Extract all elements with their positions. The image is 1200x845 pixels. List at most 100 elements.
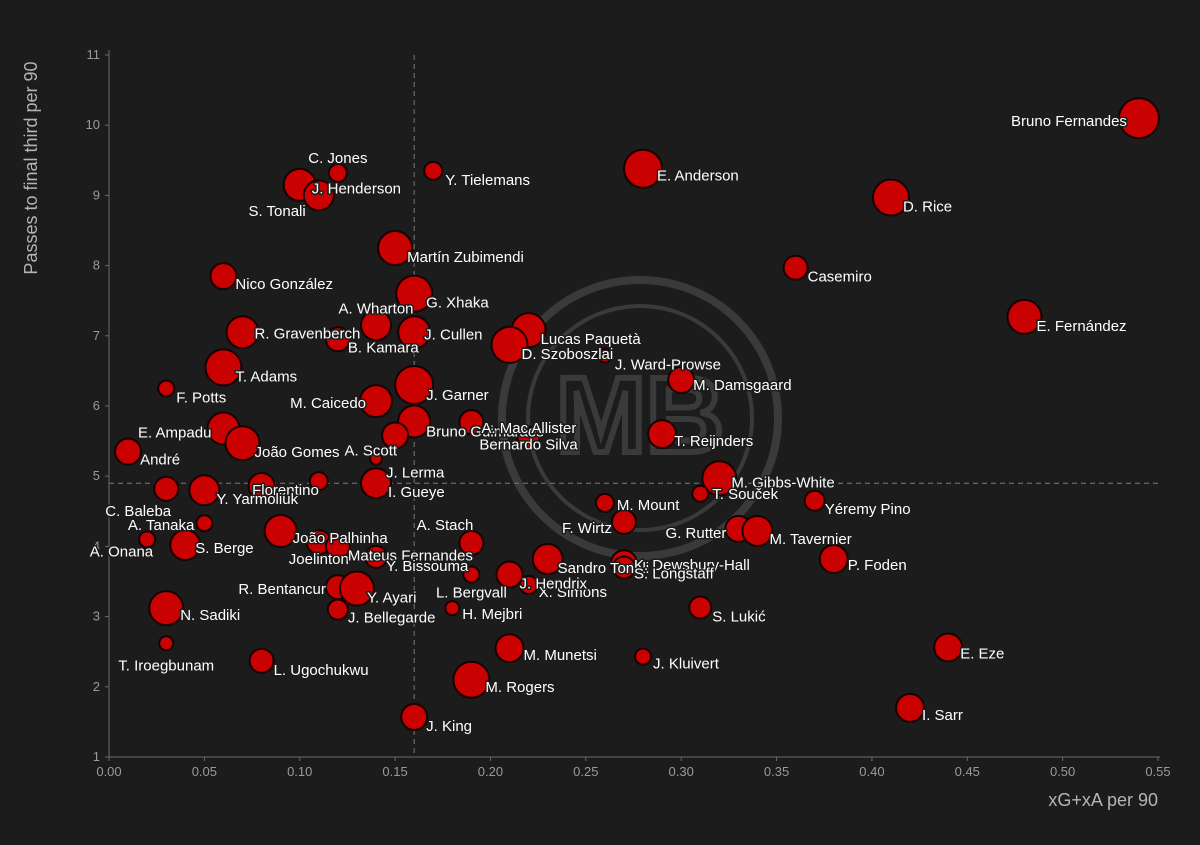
label-b-kamara: B. Kamara: [348, 339, 420, 356]
point-d-szoboszlai: [490, 325, 529, 364]
point-m-damsgaard: [667, 366, 696, 395]
point-f-potts: [157, 379, 176, 398]
label-joao-palhinha: João Palhinha: [293, 530, 389, 547]
x-tick-label: 0.55: [1145, 764, 1170, 779]
point-t-reijnders: [647, 419, 678, 450]
label-yeremy-pino: Yéremy Pino: [825, 501, 911, 518]
point-m-gibbs-white: [701, 460, 738, 497]
label-y-bissouma: Y. Bissouma: [386, 558, 469, 575]
label-j-henderson: J. Henderson: [312, 180, 401, 197]
label-bruno-guimaraes: Bruno Guimarães: [426, 423, 544, 440]
y-axis-title: Passes to final third per 90: [21, 61, 41, 274]
label-s-lukic: S. Lukić: [712, 608, 766, 625]
y-tick-label: 9: [93, 187, 100, 202]
point-joao-palhinha: [263, 513, 298, 548]
point-j-ward-prowse: [596, 347, 613, 364]
y-tick-label: 1: [93, 749, 100, 764]
label-t-reijnders: T. Reijnders: [674, 433, 753, 450]
label-m-tavernier: M. Tavernier: [769, 531, 851, 548]
point-m-tavernier: [741, 514, 774, 547]
label-s-tonali: S. Tonali: [248, 203, 305, 220]
point-j-henderson: [302, 179, 335, 212]
x-tick-label: 0.35: [764, 764, 789, 779]
watermark-text: MB: [556, 354, 724, 475]
x-tick-label: 0.50: [1050, 764, 1075, 779]
label-t-adams: T. Adams: [235, 368, 297, 385]
point-joao-gomes: [224, 425, 261, 462]
point-a-scott: [381, 421, 410, 450]
point-l-bergvall: [462, 565, 481, 584]
label-a-onana: A. Onana: [90, 543, 154, 560]
x-tick-label: 0.25: [573, 764, 598, 779]
label-j-bellegarde: J. Bellegarde: [348, 610, 436, 627]
point-p-foden: [818, 544, 849, 575]
label-l-bergvall: L. Bergvall: [436, 584, 507, 601]
label-d-rice: D. Rice: [903, 199, 952, 216]
point-y-tielemans: [423, 160, 444, 181]
point-i-gueye: [360, 467, 393, 500]
y-tick-label: 10: [86, 117, 100, 132]
point-b-kamara: [324, 326, 351, 353]
y-tick-label: 7: [93, 328, 100, 343]
point-m-mount: [594, 492, 615, 513]
label-martin-zubimendi: Martín Zubimendi: [407, 249, 524, 266]
point-n-sadiki: [148, 590, 185, 627]
x-tick-label: 0.40: [859, 764, 884, 779]
label-y-yarmoliuk: Y. Yarmoliuk: [216, 491, 298, 508]
x-axis-title: xG+xA per 90: [1048, 790, 1158, 810]
watermark-logo: MB: [498, 276, 782, 560]
y-tick-label: 11: [87, 47, 101, 62]
label-j-garner: J. Garner: [426, 387, 489, 404]
y-tick-label: 6: [93, 398, 100, 413]
label-a-scott: A. Scott: [345, 442, 398, 459]
label-florentino: Florentino: [252, 482, 319, 499]
point-t-soucek: [691, 484, 710, 503]
x-tick-label: 0.05: [192, 764, 217, 779]
point-andre: [114, 437, 143, 466]
label-sandro-tonali: Sandro Tonali: [558, 560, 649, 577]
point-a-wharton: [360, 309, 393, 342]
point-h-mejbri: [444, 600, 461, 617]
point-a-mac-allister: [458, 409, 485, 436]
point-bernardo-silva: [516, 425, 541, 450]
point-j-cullen: [397, 315, 432, 350]
point-martin-zubimendi: [377, 230, 414, 267]
label-m-mount: M. Mount: [617, 497, 680, 514]
label-bernardo-silva: Bernardo Silva: [479, 437, 578, 454]
point-a-stach: [458, 529, 485, 556]
label-a-mac-allister: A. Mac Allister: [481, 420, 576, 437]
label-lucas-paqueta: Lucas Paquetà: [541, 331, 642, 348]
label-c-baleba: C. Baleba: [105, 503, 172, 520]
label-t-soucek: T. Souček: [712, 486, 778, 503]
point-e-fernandez: [1006, 298, 1043, 335]
point-m-munetsi: [494, 633, 525, 664]
label-i-sarr: I. Sarr: [922, 707, 963, 724]
label-e-ampadu: E. Ampadu: [138, 424, 211, 441]
axes: 0.00 0.05 0.10 0.15 0.20 0.25 0.30 0.35 0.40 0.45…: [86, 47, 1171, 779]
point-j-onana: [247, 472, 276, 501]
y-tick-label: 3: [93, 609, 100, 624]
point-j-garner: [394, 364, 435, 405]
label-h-mejbri: H. Mejbri: [462, 606, 522, 623]
watermark-outer-ring: [498, 276, 782, 560]
label-e-fernandez: E. Fernández: [1036, 318, 1126, 335]
point-f-wirtz: [610, 508, 637, 535]
label-j-kluivert: J. Kluivert: [653, 656, 720, 673]
x-tick-label: 0.45: [955, 764, 980, 779]
point-j-lerma: [369, 451, 384, 466]
point-s-lukic: [688, 595, 713, 620]
point-x-simons: [518, 575, 539, 596]
point-e-eze: [933, 632, 964, 663]
label-i-gueye: I. Gueye: [388, 484, 445, 501]
label-j-lerma: J. Lerma: [386, 465, 445, 482]
point-e-anderson: [623, 148, 664, 189]
x-tick-label: 0.00: [96, 764, 121, 779]
point-bruno-fernandes: [1117, 97, 1160, 140]
y-tick-label: 8: [93, 258, 100, 273]
point-yeremy-pino: [803, 489, 826, 512]
point-a-onana: [138, 530, 157, 549]
point-mateus-fernandes: [324, 533, 351, 560]
label-e-anderson: E. Anderson: [657, 168, 739, 185]
label-g-xhaka: G. Xhaka: [426, 295, 489, 312]
point-m-caicedo: [359, 384, 394, 419]
